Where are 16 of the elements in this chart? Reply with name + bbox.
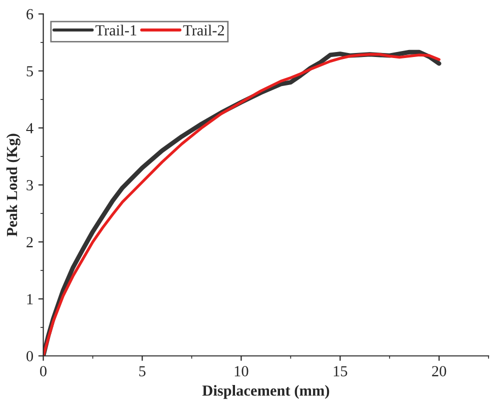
legend-label: Trail-1 [96,24,136,36]
x-tick-label: 20 [432,366,446,376]
x-tick-label: 10 [234,366,248,376]
legend-label: Trail-2 [183,24,224,36]
y-tick-label: 4 [26,123,34,134]
y-tick-label: 1 [27,294,33,304]
y-tick-label: 3 [26,180,33,190]
y-tick-label: 0 [26,351,33,362]
y-tick-label: 5 [26,66,33,76]
y-axis-title: Peak Load (Kg) [6,134,20,236]
x-axis-title: Displacement (mm) [202,385,330,399]
y-tick-label: 2 [26,237,33,248]
y-tick-label: 6 [26,9,34,20]
x-tick-label: 0 [40,366,47,376]
x-tick-label: 5 [139,366,146,376]
x-tick-label: 15 [334,366,348,376]
